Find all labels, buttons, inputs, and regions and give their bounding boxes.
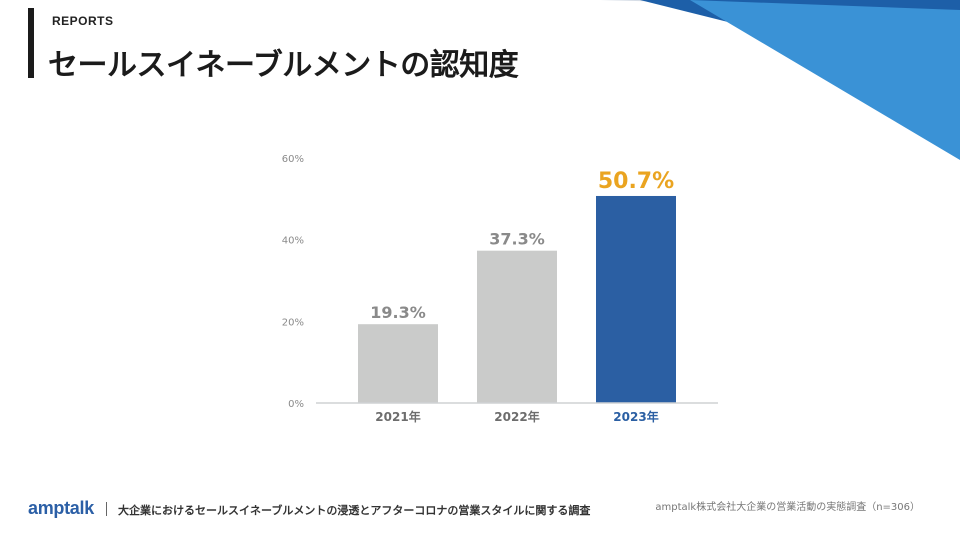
bar-value-label: 50.7% (598, 169, 674, 194)
footer-separator (106, 502, 107, 516)
footer-source: amptalk株式会社大企業の営業活動の実態調査（n=306） (655, 502, 920, 513)
x-category-label: 2021年 (375, 409, 420, 424)
bar-value-label: 19.3% (370, 303, 426, 322)
y-axis-ticks: 0% 20% 40% 60% (282, 154, 304, 410)
y-tick-label: 0% (288, 399, 304, 410)
y-tick-label: 60% (282, 154, 304, 165)
x-axis-labels: 2021年 2022年 2023年 (375, 409, 658, 424)
x-category-label: 2022年 (494, 409, 539, 424)
section-label: REPORTS (52, 14, 114, 28)
bar-2023年 (596, 195, 676, 403)
bars (358, 195, 676, 403)
x-category-label: 2023年 (613, 409, 658, 424)
page-title: セールスイネーブルメントの認知度 (48, 48, 519, 83)
bar-value-label: 37.3% (489, 230, 545, 249)
corner-decoration (600, 0, 960, 160)
bar-2022年 (477, 250, 557, 403)
footer-logo: amptalk (28, 498, 94, 518)
bar-2021年 (358, 324, 438, 403)
footer-description: 大企業におけるセールスイネーブルメントの浸透とアフターコロナの営業スタイルに関す… (118, 504, 591, 517)
corner-shape-bright (690, 0, 960, 160)
title-accent-bar (28, 8, 34, 78)
value-labels: 19.3% 37.3% 50.7% (370, 169, 674, 322)
y-tick-label: 40% (282, 236, 304, 247)
y-tick-label: 20% (282, 317, 304, 328)
